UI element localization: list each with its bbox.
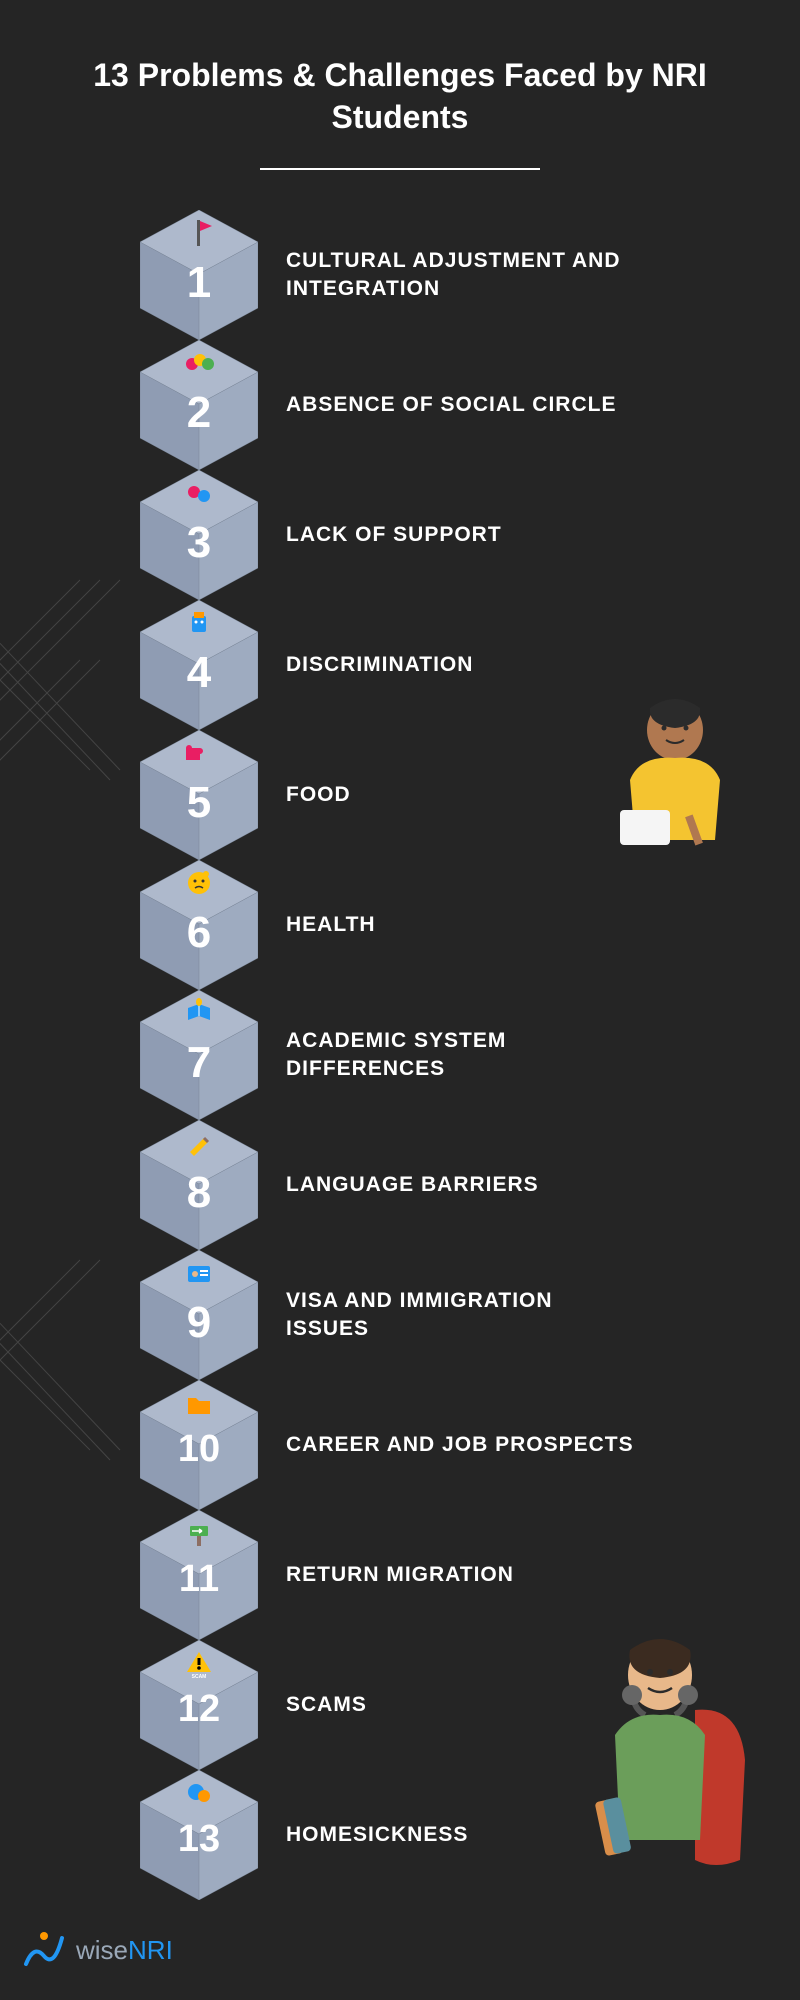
item-label: LACK OF SUPPORT — [286, 521, 502, 549]
item-label: ACADEMIC SYSTEM DIFFERENCES — [286, 1027, 636, 1084]
list-item: 1 CULTURAL ADJUSTMENT AND INTEGRATION — [140, 210, 800, 340]
cube-2: 2 — [140, 340, 258, 470]
item-label: LANGUAGE BARRIERS — [286, 1171, 539, 1199]
write-icon — [184, 1128, 214, 1158]
item-number: 9 — [140, 1298, 258, 1348]
cube-13: 13 — [140, 1770, 258, 1900]
item-number: 5 — [140, 778, 258, 828]
think-icon — [184, 868, 214, 898]
list-item: 3 LACK OF SUPPORT — [140, 470, 800, 600]
cube-3: 3 — [140, 470, 258, 600]
student-illustration-2 — [560, 1620, 780, 1900]
id-icon — [184, 1258, 214, 1288]
student-illustration-1 — [580, 680, 760, 880]
flag-icon — [184, 218, 214, 248]
cube-1: 1 — [140, 210, 258, 340]
title-divider — [260, 168, 540, 170]
gears-icon — [184, 478, 214, 508]
cube-9: 9 — [140, 1250, 258, 1380]
robot-icon — [184, 608, 214, 638]
puzzle-icon — [184, 738, 214, 768]
item-label: HOMESICKNESS — [286, 1821, 468, 1849]
item-number: 8 — [140, 1168, 258, 1218]
list-item: 9 VISA AND IMMIGRATION ISSUES — [140, 1250, 800, 1380]
item-label: VISA AND IMMIGRATION ISSUES — [286, 1287, 636, 1344]
logo-icon — [20, 1926, 68, 1974]
list-item: 10 CAREER AND JOB PROSPECTS — [140, 1380, 800, 1510]
item-label: ABSENCE OF SOCIAL CIRCLE — [286, 391, 616, 419]
item-number: 10 — [140, 1428, 258, 1471]
logo: wiseNRI — [20, 1920, 220, 1980]
faces-icon — [184, 348, 214, 378]
item-number: 3 — [140, 518, 258, 568]
item-number: 2 — [140, 388, 258, 438]
item-label: FOOD — [286, 781, 351, 809]
list-item: 2 ABSENCE OF SOCIAL CIRCLE — [140, 340, 800, 470]
cube-4: 4 — [140, 600, 258, 730]
warn-icon: SCAM — [184, 1648, 214, 1678]
decorative-lines-1 — [0, 520, 140, 920]
item-number: 12 — [140, 1688, 258, 1731]
cube-8: 8 — [140, 1120, 258, 1250]
item-number: 4 — [140, 648, 258, 698]
page-title: 13 Problems & Challenges Faced by NRI St… — [0, 0, 800, 158]
list-item: 7 ACADEMIC SYSTEM DIFFERENCES — [140, 990, 800, 1120]
cube-7: 7 — [140, 990, 258, 1120]
item-label: CULTURAL ADJUSTMENT AND INTEGRATION — [286, 247, 636, 304]
item-number: 7 — [140, 1038, 258, 1088]
cube-12: SCAM 12 — [140, 1640, 258, 1770]
list-item: 8 LANGUAGE BARRIERS — [140, 1120, 800, 1250]
item-label: SCAMS — [286, 1691, 367, 1719]
item-number: 6 — [140, 908, 258, 958]
item-label: CAREER AND JOB PROSPECTS — [286, 1431, 634, 1459]
cube-6: 6 — [140, 860, 258, 990]
cube-11: 11 — [140, 1510, 258, 1640]
logo-text: wiseNRI — [76, 1935, 173, 1966]
svg-text:SCAM: SCAM — [192, 1674, 207, 1678]
folder-icon — [184, 1388, 214, 1418]
globe-icon — [184, 1778, 214, 1808]
item-label: HEALTH — [286, 911, 376, 939]
cube-10: 10 — [140, 1380, 258, 1510]
cube-5: 5 — [140, 730, 258, 860]
sign-icon — [184, 1518, 214, 1548]
decorative-lines-2 — [0, 1200, 140, 1600]
item-number: 11 — [140, 1558, 258, 1601]
book-icon — [184, 998, 214, 1028]
item-number: 13 — [140, 1818, 258, 1861]
item-number: 1 — [140, 258, 258, 308]
item-label: DISCRIMINATION — [286, 651, 473, 679]
item-label: RETURN MIGRATION — [286, 1561, 514, 1589]
